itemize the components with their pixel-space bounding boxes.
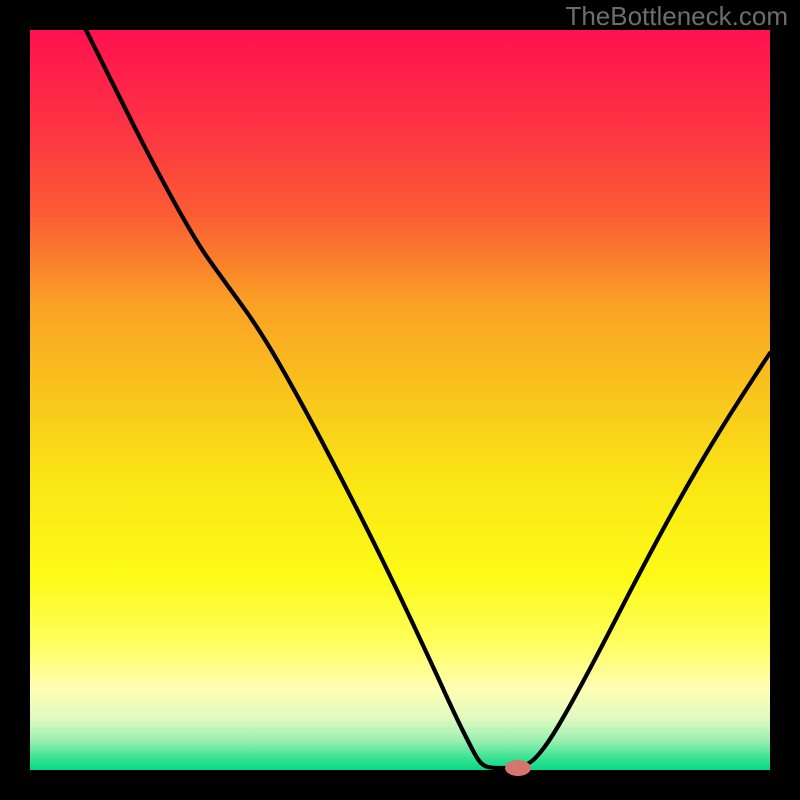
bottleneck-chart: TheBottleneck.com	[0, 0, 800, 800]
watermark-text: TheBottleneck.com	[565, 1, 788, 31]
optimum-marker	[505, 760, 531, 776]
chart-container: TheBottleneck.com	[0, 0, 800, 800]
